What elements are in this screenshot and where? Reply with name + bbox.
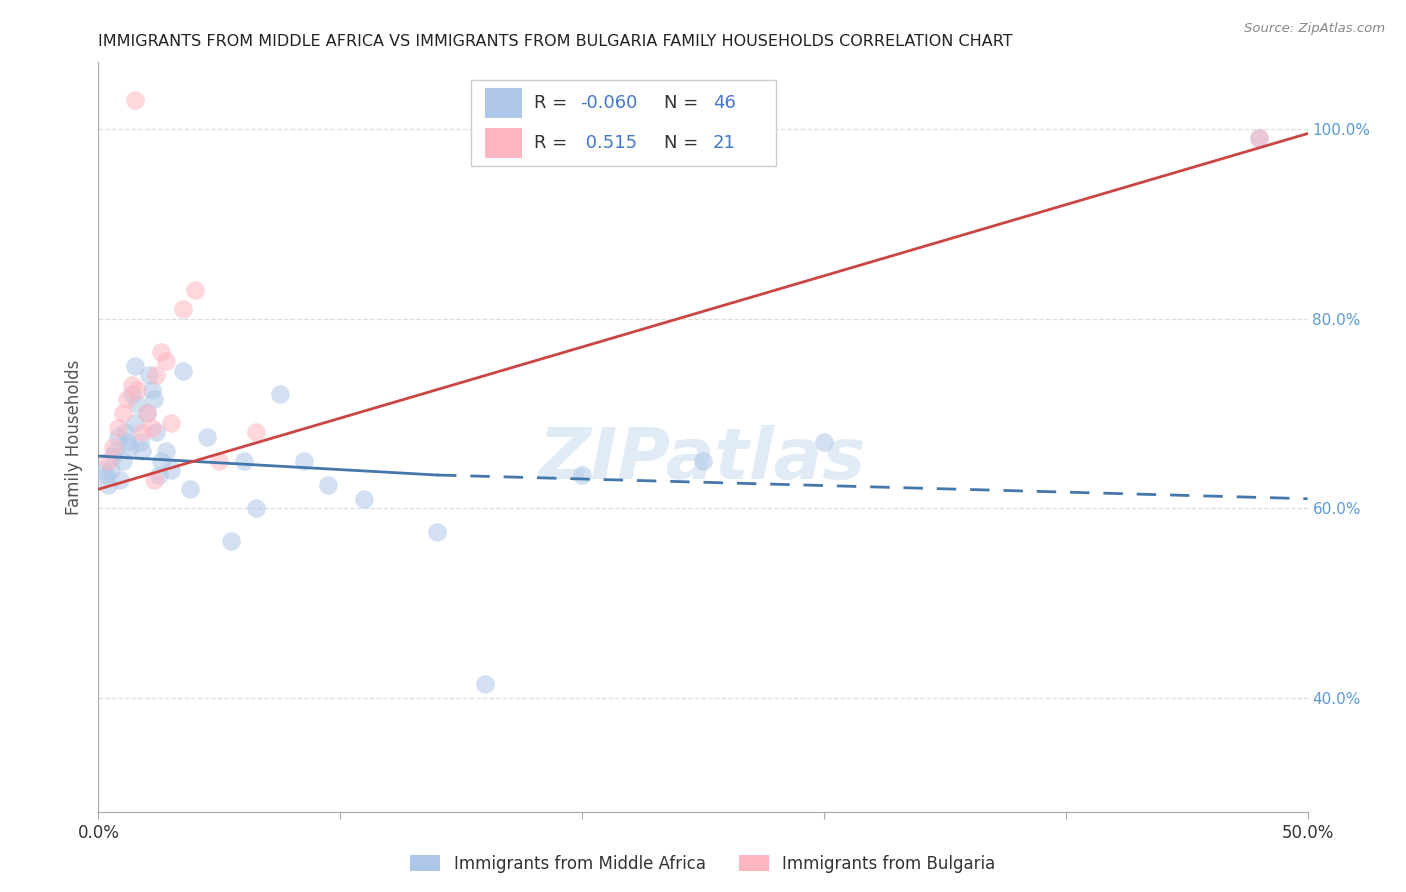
Point bbox=[97, 454, 120, 468]
Text: IMMIGRANTS FROM MIDDLE AFRICA VS IMMIGRANTS FROM BULGARIA FAMILY HOUSEHOLDS CORR: IMMIGRANTS FROM MIDDLE AFRICA VS IMMIGRA… bbox=[98, 34, 1014, 49]
Point bbox=[155, 444, 177, 458]
Text: 46: 46 bbox=[713, 94, 735, 112]
Point bbox=[138, 368, 160, 383]
Point bbox=[474, 676, 496, 690]
Text: R =: R = bbox=[534, 134, 572, 152]
Point bbox=[100, 463, 122, 477]
Point bbox=[316, 477, 339, 491]
Point bbox=[124, 94, 146, 108]
Point bbox=[245, 501, 267, 516]
Point bbox=[160, 416, 183, 430]
Point bbox=[184, 283, 207, 297]
Legend: Immigrants from Middle Africa, Immigrants from Bulgaria: Immigrants from Middle Africa, Immigrant… bbox=[404, 848, 1002, 880]
Point bbox=[179, 482, 201, 496]
Point bbox=[148, 468, 170, 483]
Point bbox=[150, 344, 173, 359]
Point bbox=[128, 434, 150, 449]
Point bbox=[97, 477, 120, 491]
Y-axis label: Family Households: Family Households bbox=[65, 359, 83, 515]
Text: -0.060: -0.060 bbox=[579, 94, 637, 112]
Point bbox=[108, 473, 131, 487]
Point bbox=[127, 383, 149, 397]
Point bbox=[195, 430, 218, 444]
Point bbox=[124, 359, 146, 373]
Text: 0.515: 0.515 bbox=[579, 134, 637, 152]
Point bbox=[172, 364, 194, 378]
Point bbox=[141, 383, 163, 397]
Point bbox=[426, 524, 449, 539]
Point bbox=[131, 444, 153, 458]
Point bbox=[1249, 131, 1271, 145]
Point bbox=[813, 434, 835, 449]
Text: ZIPatlas: ZIPatlas bbox=[540, 425, 866, 494]
Point bbox=[143, 473, 166, 487]
Point bbox=[101, 449, 124, 463]
Point bbox=[111, 406, 134, 420]
Point bbox=[121, 378, 143, 392]
Point bbox=[94, 468, 117, 483]
Text: 21: 21 bbox=[713, 134, 735, 152]
Point bbox=[692, 454, 714, 468]
Point bbox=[127, 397, 149, 411]
Point bbox=[131, 425, 153, 440]
Point bbox=[145, 425, 167, 440]
Point bbox=[107, 420, 129, 434]
Point bbox=[114, 425, 136, 440]
Point bbox=[104, 444, 127, 458]
Point bbox=[571, 468, 593, 483]
Point bbox=[245, 425, 267, 440]
Point bbox=[141, 420, 163, 434]
Point bbox=[160, 463, 183, 477]
Point bbox=[353, 491, 375, 506]
Point bbox=[269, 387, 291, 401]
Point bbox=[232, 454, 254, 468]
Point bbox=[135, 406, 157, 420]
Point bbox=[1249, 131, 1271, 145]
Text: N =: N = bbox=[664, 94, 704, 112]
FancyBboxPatch shape bbox=[471, 79, 776, 166]
Point bbox=[135, 406, 157, 420]
Point bbox=[172, 301, 194, 316]
Point bbox=[155, 354, 177, 368]
Text: R =: R = bbox=[534, 94, 572, 112]
Text: Source: ZipAtlas.com: Source: ZipAtlas.com bbox=[1244, 22, 1385, 36]
FancyBboxPatch shape bbox=[485, 88, 522, 118]
Point bbox=[150, 454, 173, 468]
Point bbox=[107, 430, 129, 444]
Point bbox=[124, 416, 146, 430]
Point bbox=[117, 392, 139, 406]
Point bbox=[221, 534, 243, 549]
Point bbox=[208, 454, 231, 468]
Point bbox=[292, 454, 315, 468]
Point bbox=[145, 368, 167, 383]
Point bbox=[143, 392, 166, 406]
FancyBboxPatch shape bbox=[485, 128, 522, 158]
Point bbox=[91, 463, 114, 477]
Point bbox=[101, 440, 124, 454]
Point bbox=[121, 387, 143, 401]
Text: N =: N = bbox=[664, 134, 704, 152]
Point bbox=[118, 440, 141, 454]
Point bbox=[111, 454, 134, 468]
Point bbox=[117, 434, 139, 449]
